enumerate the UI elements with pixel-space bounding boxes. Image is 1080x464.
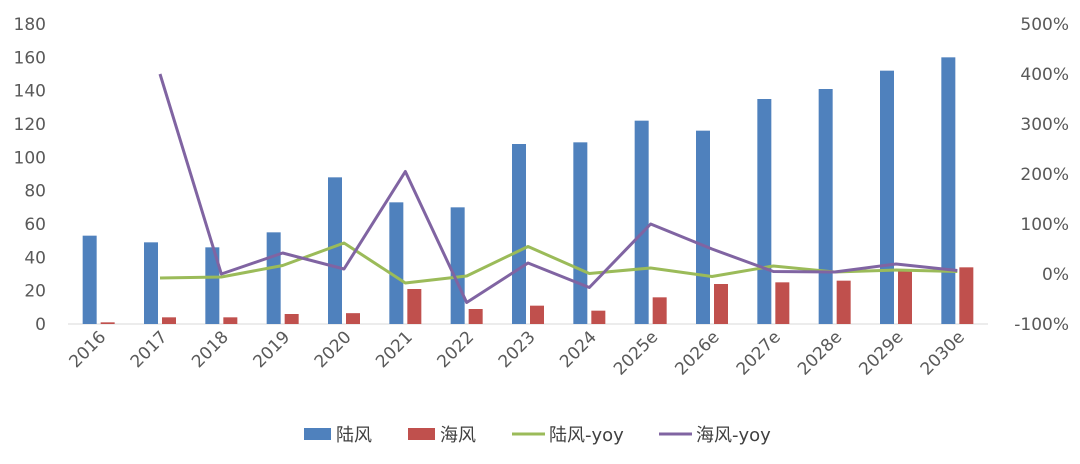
bar-offshore-2018: [223, 317, 238, 324]
right-tick-label: 0%: [1042, 265, 1069, 285]
right-tick-label: 500%: [1020, 15, 1069, 35]
left-tick-label: 40: [24, 248, 46, 268]
bar-offshore-2016: [100, 322, 115, 324]
right-tick-label: -100%: [1014, 315, 1069, 335]
left-tick-label: 120: [14, 115, 46, 135]
bar-onshore-2027e: [757, 99, 772, 324]
x-tick-label: 2024: [556, 327, 601, 372]
right-axis: -100% 0% 100% 200% 300% 400% 500%: [1014, 15, 1069, 335]
bar-offshore-2026e: [714, 284, 728, 324]
legend-label-onshore-yoy: 陆风-yoy: [549, 425, 624, 446]
legend: 陆风 海风 陆风-yoy 海风-yoy: [304, 425, 771, 446]
legend-label-offshore: 海风: [440, 425, 476, 446]
left-tick-label: 60: [24, 215, 46, 235]
bar-onshore-2030e: [941, 57, 956, 324]
bar-offshore-2017: [162, 317, 176, 324]
bar-offshore-2029e: [898, 270, 912, 324]
bar-onshore-2024: [573, 142, 588, 324]
bar-offshore-2021: [407, 289, 422, 324]
left-tick-label: 100: [14, 148, 46, 168]
left-tick-label: 160: [14, 48, 46, 68]
bar-onshore-2017: [144, 242, 158, 324]
x-tick-label: 2027e: [733, 327, 785, 379]
right-tick-label: 300%: [1020, 115, 1069, 135]
bar-offshore-2028e: [836, 280, 851, 324]
line-offshore-yoy: [158, 73, 958, 304]
x-tick-label: 2022: [433, 327, 478, 372]
x-tick-label: 2017: [127, 327, 172, 372]
x-tick-label: 2023: [495, 327, 540, 372]
lines: [158, 73, 958, 304]
x-tick-label: 2030e: [917, 327, 969, 379]
bar-offshore-2030e: [959, 267, 974, 324]
left-tick-label: 80: [24, 182, 46, 202]
left-tick-label: 20: [24, 282, 46, 302]
bar-offshore-2019: [284, 314, 299, 324]
bar-onshore-2022: [450, 207, 465, 324]
left-tick-label: 180: [14, 15, 46, 35]
legend-swatch-onshore: [304, 428, 331, 440]
bar-offshore-2025e: [652, 297, 667, 324]
bar-offshore-2020: [346, 313, 360, 324]
x-axis: 2016 2017 2018 2019 2020 2021 2022 2023 2024 2025…: [65, 327, 968, 379]
x-tick-label: 2020: [311, 327, 356, 372]
bar-onshore-2025e: [634, 120, 649, 325]
left-tick-label: 140: [14, 82, 46, 102]
left-tick-label: 0: [35, 315, 46, 335]
bar-offshore-2027e: [775, 282, 790, 324]
bar-onshore-2016: [82, 235, 97, 324]
bar-onshore-2021: [389, 202, 404, 324]
x-tick-label: 2028e: [794, 327, 846, 379]
x-tick-label: 2029e: [855, 327, 907, 379]
x-tick-label: 2016: [65, 327, 110, 372]
left-axis: 0 20 40 60 80 100 120 140 160 180: [14, 15, 46, 335]
bar-onshore-2028e: [818, 89, 833, 324]
right-tick-label: 100%: [1020, 215, 1069, 235]
bar-onshore-2029e: [880, 70, 894, 325]
right-tick-label: 200%: [1020, 165, 1069, 185]
legend-label-offshore-yoy: 海风-yoy: [696, 425, 771, 446]
right-tick-label: 400%: [1020, 65, 1069, 85]
bar-offshore-2022: [468, 309, 483, 324]
legend-swatch-offshore: [408, 428, 435, 440]
x-tick-label: 2021: [372, 327, 417, 372]
legend-label-onshore: 陆风: [336, 425, 372, 446]
bar-onshore-2023: [512, 144, 526, 324]
bar-onshore-2026e: [696, 130, 710, 324]
bars: [82, 57, 974, 325]
bar-onshore-2020: [328, 177, 342, 324]
bar-onshore-2019: [266, 232, 281, 324]
x-tick-label: 2019: [249, 327, 294, 372]
x-tick-label: 2025e: [610, 327, 662, 379]
bar-offshore-2024: [591, 310, 606, 324]
bar-onshore-2018: [205, 247, 220, 324]
bar-offshore-2023: [530, 305, 544, 324]
x-tick-label: 2018: [188, 327, 233, 372]
x-tick-label: 2026e: [671, 327, 723, 379]
